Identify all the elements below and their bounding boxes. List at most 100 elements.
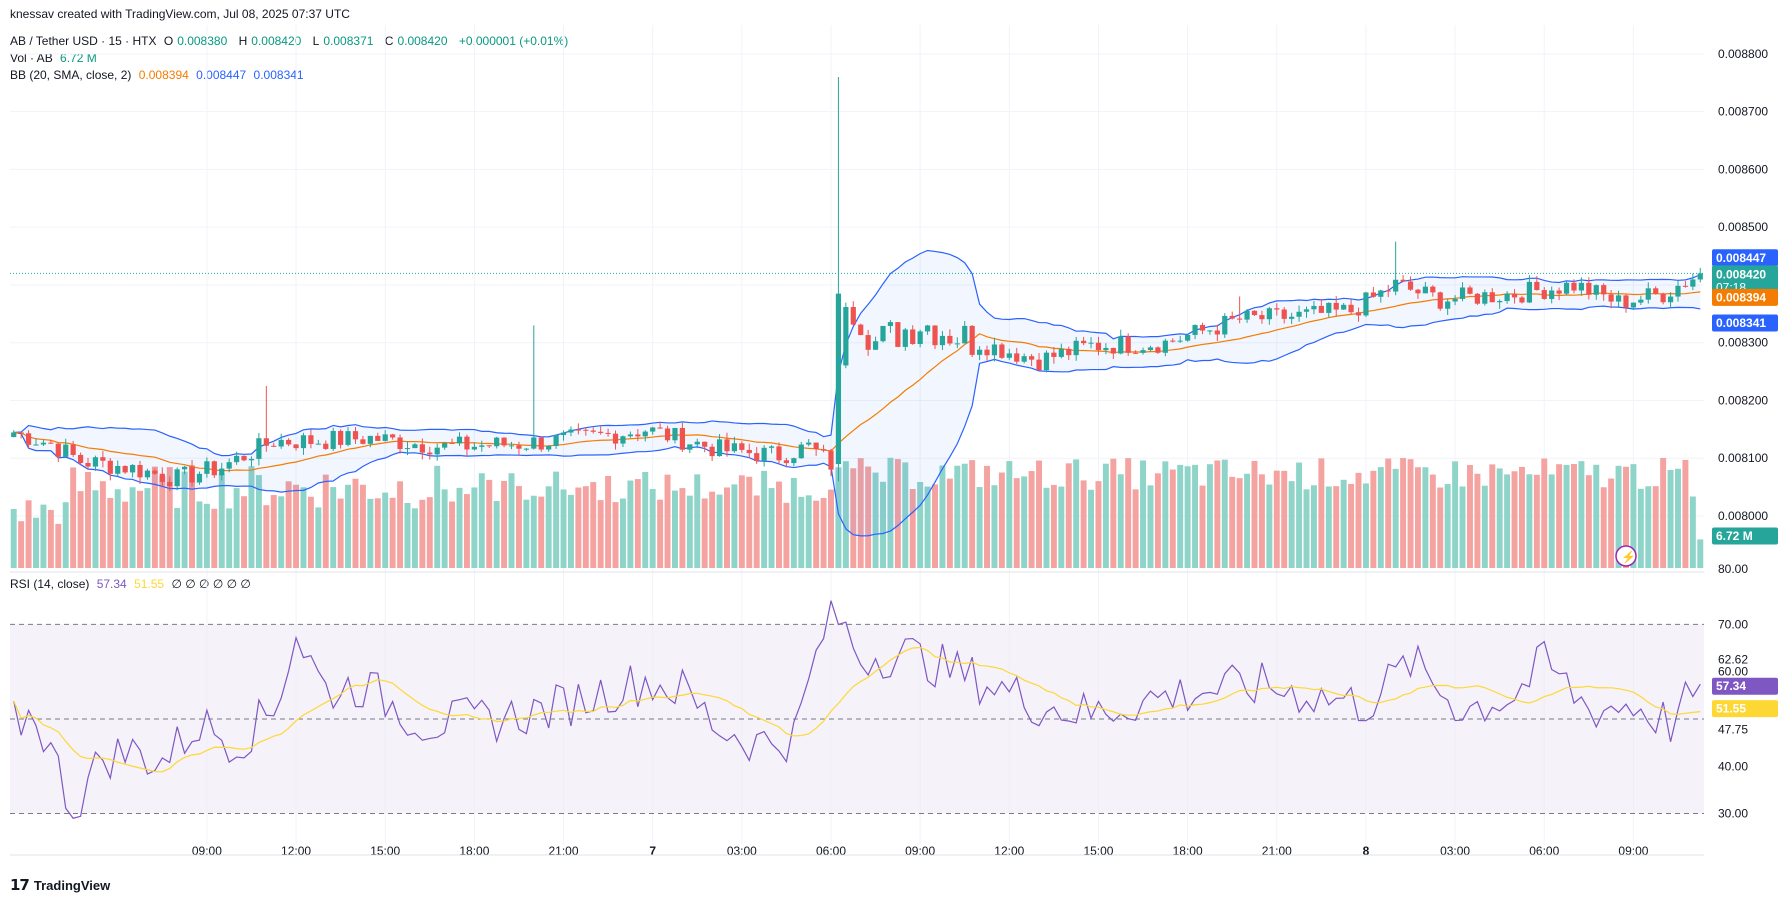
candle[interactable] (129, 464, 136, 478)
symbol-name[interactable]: AB / Tether USD · 15 · HTX (10, 34, 157, 48)
candle[interactable] (219, 462, 225, 481)
candle[interactable] (1563, 281, 1570, 295)
replay-icon[interactable]: ⚡ (1615, 545, 1637, 567)
candle[interactable] (1445, 298, 1451, 315)
rsi-legend[interactable]: RSI (14, close) 57.34 51.55 ∅ ∅ ∅ ∅ ∅ ∅ (10, 577, 255, 591)
candle[interactable] (293, 444, 299, 451)
candle[interactable] (776, 442, 782, 465)
candle[interactable] (248, 456, 255, 467)
candle[interactable] (1667, 292, 1674, 308)
candle[interactable] (612, 430, 619, 450)
candle[interactable] (1014, 347, 1020, 365)
candle[interactable] (605, 428, 611, 437)
candle[interactable] (486, 445, 492, 448)
candle[interactable] (516, 441, 522, 456)
candle[interactable] (709, 443, 715, 461)
candle[interactable] (479, 440, 485, 452)
candle[interactable] (137, 460, 143, 485)
candle[interactable] (1422, 281, 1428, 294)
candle[interactable] (1385, 284, 1391, 298)
candle[interactable] (442, 442, 448, 450)
candle[interactable] (1482, 289, 1488, 306)
candle[interactable] (1185, 334, 1191, 342)
candle[interactable] (887, 320, 894, 333)
candle[interactable] (1162, 338, 1168, 357)
candle[interactable] (1006, 348, 1012, 360)
candle[interactable] (404, 441, 411, 456)
candle[interactable] (456, 432, 463, 446)
candle[interactable] (1630, 302, 1637, 310)
candle[interactable] (1058, 343, 1064, 359)
candle[interactable] (40, 439, 47, 447)
candle[interactable] (159, 467, 165, 487)
candle[interactable] (33, 438, 39, 446)
candle[interactable] (687, 444, 693, 454)
candle[interactable] (865, 329, 871, 356)
candle[interactable] (835, 76, 842, 482)
candle[interactable] (449, 438, 455, 444)
candle[interactable] (1036, 353, 1042, 371)
candle[interactable] (48, 439, 54, 444)
candle[interactable] (1095, 336, 1102, 356)
candle[interactable] (419, 438, 425, 460)
candle[interactable] (189, 460, 195, 487)
candle[interactable] (1333, 296, 1339, 317)
candle[interactable] (575, 423, 581, 435)
candle[interactable] (1497, 299, 1503, 309)
candle[interactable] (1489, 288, 1495, 303)
candle[interactable] (196, 471, 203, 485)
rsi-name[interactable]: RSI (14, close) (10, 577, 90, 591)
candle[interactable] (1296, 305, 1302, 322)
candle[interactable] (1459, 282, 1466, 302)
candle[interactable] (1638, 295, 1644, 305)
candle[interactable] (1118, 329, 1124, 355)
candle[interactable] (263, 386, 269, 452)
candle[interactable] (746, 443, 752, 458)
candle[interactable] (352, 427, 359, 444)
candle[interactable] (1355, 307, 1362, 322)
candle[interactable] (1266, 306, 1272, 325)
candle[interactable] (1081, 336, 1087, 346)
candle[interactable] (508, 441, 515, 450)
candle[interactable] (271, 442, 277, 448)
candle[interactable] (501, 437, 507, 448)
candle[interactable] (70, 440, 76, 457)
candle[interactable] (278, 433, 284, 449)
candle[interactable] (843, 302, 849, 369)
candle[interactable] (1378, 289, 1384, 303)
candle[interactable] (716, 434, 723, 457)
candle[interactable] (122, 465, 128, 474)
candle[interactable] (813, 442, 819, 456)
candle[interactable] (382, 430, 388, 442)
candle[interactable] (1601, 283, 1607, 301)
candle[interactable] (872, 336, 879, 350)
candle[interactable] (679, 422, 685, 452)
candle[interactable] (55, 442, 61, 462)
candle[interactable] (256, 433, 262, 466)
candle[interactable] (1400, 275, 1406, 283)
candle[interactable] (1407, 276, 1414, 291)
candle[interactable] (1244, 309, 1250, 323)
candle[interactable] (664, 425, 671, 443)
candle[interactable] (984, 345, 990, 361)
candle[interactable] (650, 426, 656, 435)
candle[interactable] (174, 467, 180, 491)
candle[interactable] (880, 325, 886, 343)
candle[interactable] (1697, 267, 1703, 283)
candle[interactable] (204, 457, 210, 478)
candle[interactable] (1615, 290, 1622, 309)
candle[interactable] (917, 329, 923, 348)
candle[interactable] (182, 465, 188, 475)
candle[interactable] (806, 438, 812, 447)
candle[interactable] (1251, 310, 1258, 316)
candle[interactable] (1593, 284, 1599, 300)
candle[interactable] (590, 427, 596, 434)
candle[interactable] (895, 321, 901, 348)
candle[interactable] (92, 455, 99, 471)
candle[interactable] (657, 422, 663, 429)
candle[interactable] (1303, 306, 1310, 318)
candle[interactable] (627, 431, 633, 438)
candle[interactable] (969, 325, 975, 358)
candle[interactable] (1125, 333, 1131, 356)
